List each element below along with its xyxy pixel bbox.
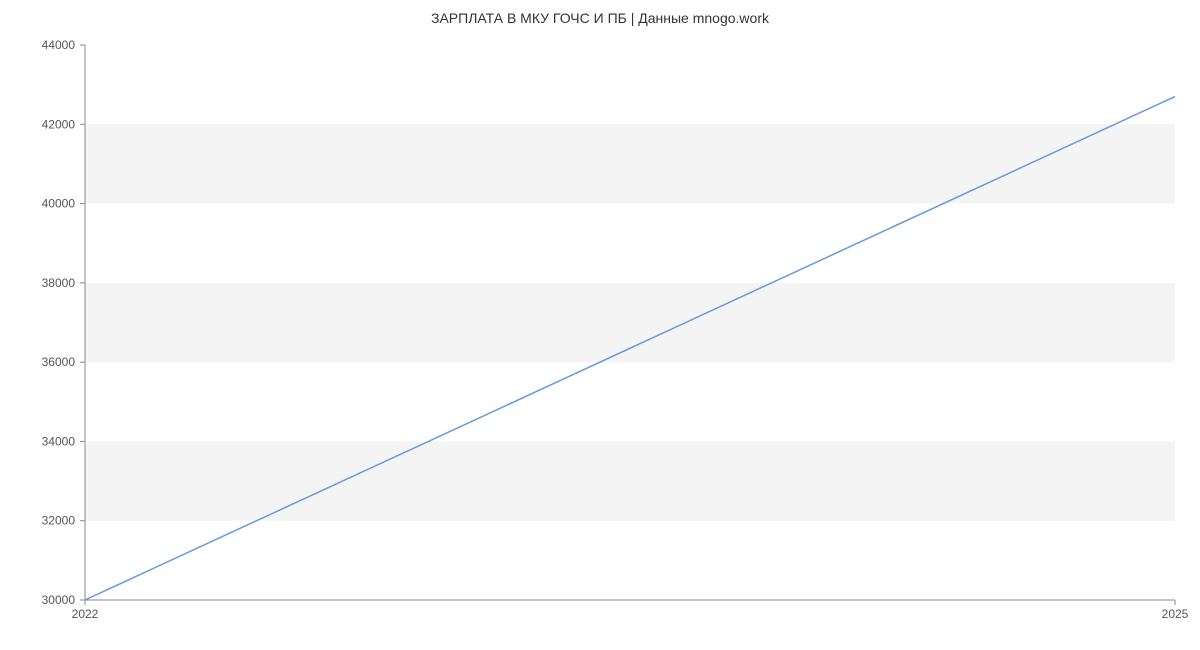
chart-svg: 30000 32000 34000 36000 38000 40000 42000 44000… <box>0 0 1200 650</box>
y-tick-label: 36000 <box>42 355 76 369</box>
grid-band <box>85 283 1175 362</box>
y-tick-label: 30000 <box>42 593 76 607</box>
salary-line-chart: ЗАРПЛАТА В МКУ ГОЧС И ПБ | Данные mnogo.… <box>0 0 1200 650</box>
y-tick-label: 44000 <box>42 38 76 52</box>
y-tick-label: 42000 <box>42 117 76 131</box>
grid-band <box>85 124 1175 203</box>
grid-band <box>85 441 1175 520</box>
x-tick-label: 2022 <box>72 607 99 621</box>
y-tick-label: 40000 <box>42 197 76 211</box>
y-tick-label: 38000 <box>42 276 76 290</box>
y-tick-label: 32000 <box>42 514 76 528</box>
y-tick-label: 34000 <box>42 434 76 448</box>
x-tick-label: 2025 <box>1162 607 1189 621</box>
